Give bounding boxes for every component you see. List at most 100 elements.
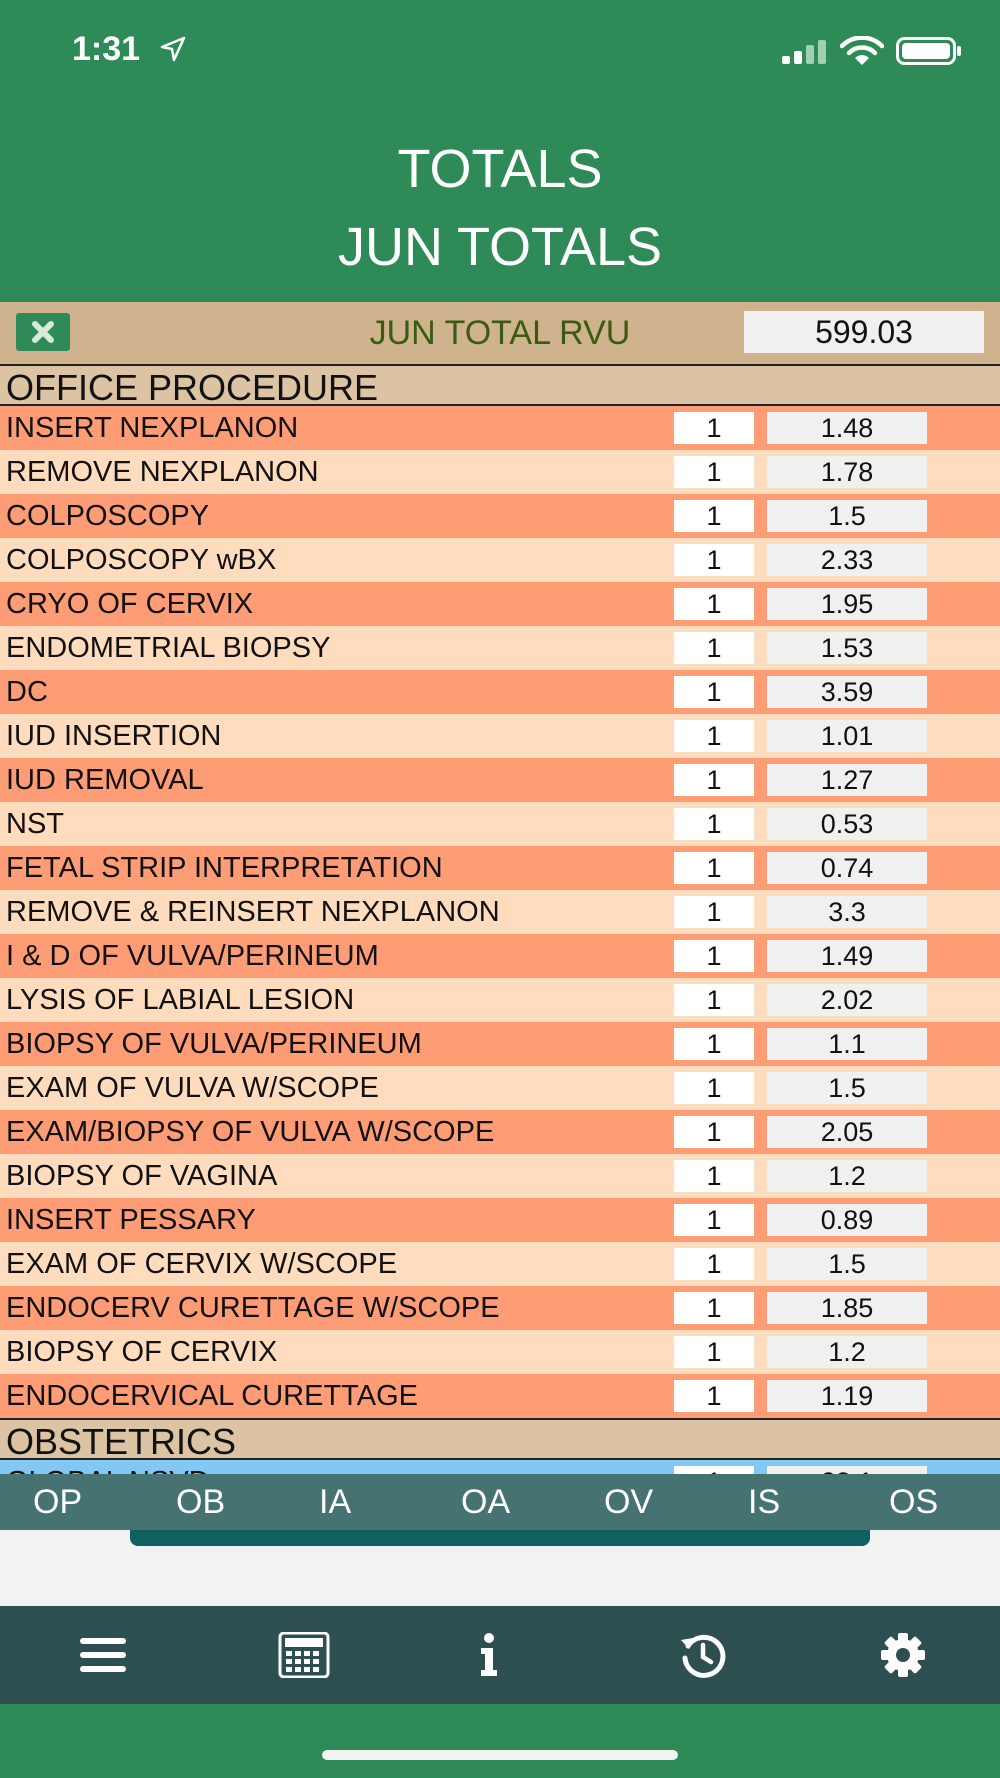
tab-oa[interactable]: OA bbox=[461, 1483, 511, 1521]
table-row[interactable]: BIOPSY OF VULVA/PERINEUM 1 1.1 bbox=[0, 1022, 1000, 1066]
close-button[interactable] bbox=[16, 313, 70, 351]
status-bar: 1:31 bbox=[0, 0, 1000, 100]
section-header-office: OFFICE PROCEDURE bbox=[0, 364, 1000, 408]
quantity-field[interactable]: 1 bbox=[674, 1028, 754, 1060]
home-indicator bbox=[322, 1750, 678, 1760]
rvu-value: 1.5 bbox=[767, 500, 927, 532]
procedure-name: EXAM/BIOPSY OF VULVA W/SCOPE bbox=[6, 1116, 495, 1148]
menu-icon[interactable] bbox=[78, 1632, 128, 1678]
quantity-field[interactable]: 1 bbox=[674, 588, 754, 620]
quantity-field[interactable]: 1 bbox=[674, 1160, 754, 1192]
procedure-name: BIOPSY OF VAGINA bbox=[6, 1160, 278, 1192]
bottom-toolbar bbox=[0, 1606, 1000, 1704]
procedure-name: ENDOMETRIAL BIOPSY bbox=[6, 632, 331, 664]
procedure-name: IUD INSERTION bbox=[6, 720, 222, 752]
table-row[interactable]: COLPOSCOPY 1 1.5 bbox=[0, 494, 1000, 538]
quantity-field[interactable]: 1 bbox=[674, 500, 754, 532]
table-row[interactable]: ENDOCERV CURETTAGE W/SCOPE 1 1.85 bbox=[0, 1286, 1000, 1330]
procedure-name: FETAL STRIP INTERPRETATION bbox=[6, 852, 443, 884]
procedure-name: COLPOSCOPY bbox=[6, 500, 210, 532]
quantity-field[interactable]: 1 bbox=[674, 852, 754, 884]
quantity-field[interactable]: 1 bbox=[674, 764, 754, 796]
table-row[interactable]: FETAL STRIP INTERPRETATION 1 0.74 bbox=[0, 846, 1000, 890]
table-row[interactable]: INSERT PESSARY 1 0.89 bbox=[0, 1198, 1000, 1242]
table-row[interactable]: EXAM/BIOPSY OF VULVA W/SCOPE 1 2.05 bbox=[0, 1110, 1000, 1154]
total-rvu-value: 599.03 bbox=[744, 311, 984, 353]
quantity-field[interactable]: 1 bbox=[674, 412, 754, 444]
table-row[interactable]: LYSIS OF LABIAL LESION 1 2.02 bbox=[0, 978, 1000, 1022]
quantity-field[interactable]: 1 bbox=[674, 1116, 754, 1148]
quantity-field[interactable]: 1 bbox=[674, 1204, 754, 1236]
table-row[interactable]: REMOVE NEXPLANON 1 1.78 bbox=[0, 450, 1000, 494]
rvu-value: 1.95 bbox=[767, 588, 927, 620]
rvu-value: 1.1 bbox=[767, 1028, 927, 1060]
quantity-field[interactable]: 1 bbox=[674, 1248, 754, 1280]
history-icon[interactable] bbox=[678, 1632, 728, 1678]
procedure-name: BIOPSY OF VULVA/PERINEUM bbox=[6, 1028, 422, 1060]
rvu-value: 0.89 bbox=[767, 1204, 927, 1236]
info-icon[interactable] bbox=[464, 1632, 514, 1678]
table-row[interactable]: CRYO OF CERVIX 1 1.95 bbox=[0, 582, 1000, 626]
procedure-name: INSERT PESSARY bbox=[6, 1204, 256, 1236]
obstetrics-rows: GLOBAL NSVD 1 28.1 bbox=[0, 1460, 1000, 1474]
quantity-field[interactable]: 1 bbox=[674, 676, 754, 708]
rvu-value: 2.05 bbox=[767, 1116, 927, 1148]
quantity-field[interactable]: 1 bbox=[674, 1336, 754, 1368]
quantity-field[interactable]: 1 bbox=[674, 456, 754, 488]
quantity-field[interactable]: 1 bbox=[674, 720, 754, 752]
rvu-value: 2.33 bbox=[767, 544, 927, 576]
page-header: TOTALS JUN TOTALS bbox=[0, 130, 1000, 286]
quantity-field[interactable]: 1 bbox=[674, 1072, 754, 1104]
quantity-field[interactable]: 1 bbox=[674, 940, 754, 972]
table-row[interactable]: NST 1 0.53 bbox=[0, 802, 1000, 846]
table-row[interactable]: INSERT NEXPLANON 1 1.48 bbox=[0, 406, 1000, 450]
table-row[interactable]: BIOPSY OF CERVIX 1 1.2 bbox=[0, 1330, 1000, 1374]
table-row[interactable]: GLOBAL NSVD 1 28.1 bbox=[0, 1460, 1000, 1474]
tab-ia[interactable]: IA bbox=[319, 1483, 352, 1521]
table-row[interactable]: REMOVE & REINSERT NEXPLANON 1 3.3 bbox=[0, 890, 1000, 934]
procedure-name: ENDOCERVICAL CURETTAGE bbox=[6, 1380, 418, 1412]
table-row[interactable]: DC 1 3.59 bbox=[0, 670, 1000, 714]
category-tabbar: OP OB IA OA OV IS OS bbox=[0, 1474, 1000, 1530]
rvu-value: 0.53 bbox=[767, 808, 927, 840]
quantity-field[interactable]: 1 bbox=[674, 984, 754, 1016]
rvu-value: 1.2 bbox=[767, 1336, 927, 1368]
quantity-field[interactable]: 1 bbox=[674, 1380, 754, 1412]
tab-op[interactable]: OP bbox=[33, 1483, 83, 1521]
tab-ob[interactable]: OB bbox=[176, 1483, 226, 1521]
rvu-value: 1.49 bbox=[767, 940, 927, 972]
gear-icon[interactable] bbox=[878, 1632, 928, 1678]
calculator-icon[interactable] bbox=[278, 1631, 330, 1679]
rvu-value: 1.19 bbox=[767, 1380, 927, 1412]
rvu-value: 1.2 bbox=[767, 1160, 927, 1192]
office-rows: INSERT NEXPLANON 1 1.48 REMOVE NEXPLANON 1 1.… bbox=[0, 406, 1000, 1418]
table-row[interactable]: EXAM OF VULVA W/SCOPE 1 1.5 bbox=[0, 1066, 1000, 1110]
table-row[interactable]: BIOPSY OF VAGINA 1 1.2 bbox=[0, 1154, 1000, 1198]
rvu-value: 1.78 bbox=[767, 456, 927, 488]
quantity-field[interactable]: 1 bbox=[674, 896, 754, 928]
close-x-icon bbox=[32, 321, 54, 343]
rvu-value: 1.48 bbox=[767, 412, 927, 444]
table-row[interactable]: IUD REMOVAL 1 1.27 bbox=[0, 758, 1000, 802]
quantity-field[interactable]: 1 bbox=[674, 1466, 754, 1474]
quantity-field[interactable]: 1 bbox=[674, 1292, 754, 1324]
procedure-list[interactable]: OFFICE PROCEDURE INSERT NEXPLANON 1 1.48 RE… bbox=[0, 364, 1000, 1474]
tab-is[interactable]: IS bbox=[748, 1483, 781, 1521]
quantity-field[interactable]: 1 bbox=[674, 808, 754, 840]
quantity-field[interactable]: 1 bbox=[674, 632, 754, 664]
cell-signal-icon bbox=[782, 40, 828, 69]
procedure-name: EXAM OF CERVIX W/SCOPE bbox=[6, 1248, 398, 1280]
table-row[interactable]: IUD INSERTION 1 1.01 bbox=[0, 714, 1000, 758]
procedure-name: BIOPSY OF CERVIX bbox=[6, 1336, 278, 1368]
table-row[interactable]: ENDOMETRIAL BIOPSY 1 1.53 bbox=[0, 626, 1000, 670]
rvu-value: 2.02 bbox=[767, 984, 927, 1016]
table-row[interactable]: I & D OF VULVA/PERINEUM 1 1.49 bbox=[0, 934, 1000, 978]
status-time: 1:31 bbox=[72, 30, 141, 68]
table-row[interactable]: COLPOSCOPY wBX 1 2.33 bbox=[0, 538, 1000, 582]
tab-ov[interactable]: OV bbox=[604, 1483, 654, 1521]
rvu-value: 3.59 bbox=[767, 676, 927, 708]
tab-os[interactable]: OS bbox=[889, 1483, 939, 1521]
table-row[interactable]: ENDOCERVICAL CURETTAGE 1 1.19 bbox=[0, 1374, 1000, 1418]
quantity-field[interactable]: 1 bbox=[674, 544, 754, 576]
table-row[interactable]: EXAM OF CERVIX W/SCOPE 1 1.5 bbox=[0, 1242, 1000, 1286]
